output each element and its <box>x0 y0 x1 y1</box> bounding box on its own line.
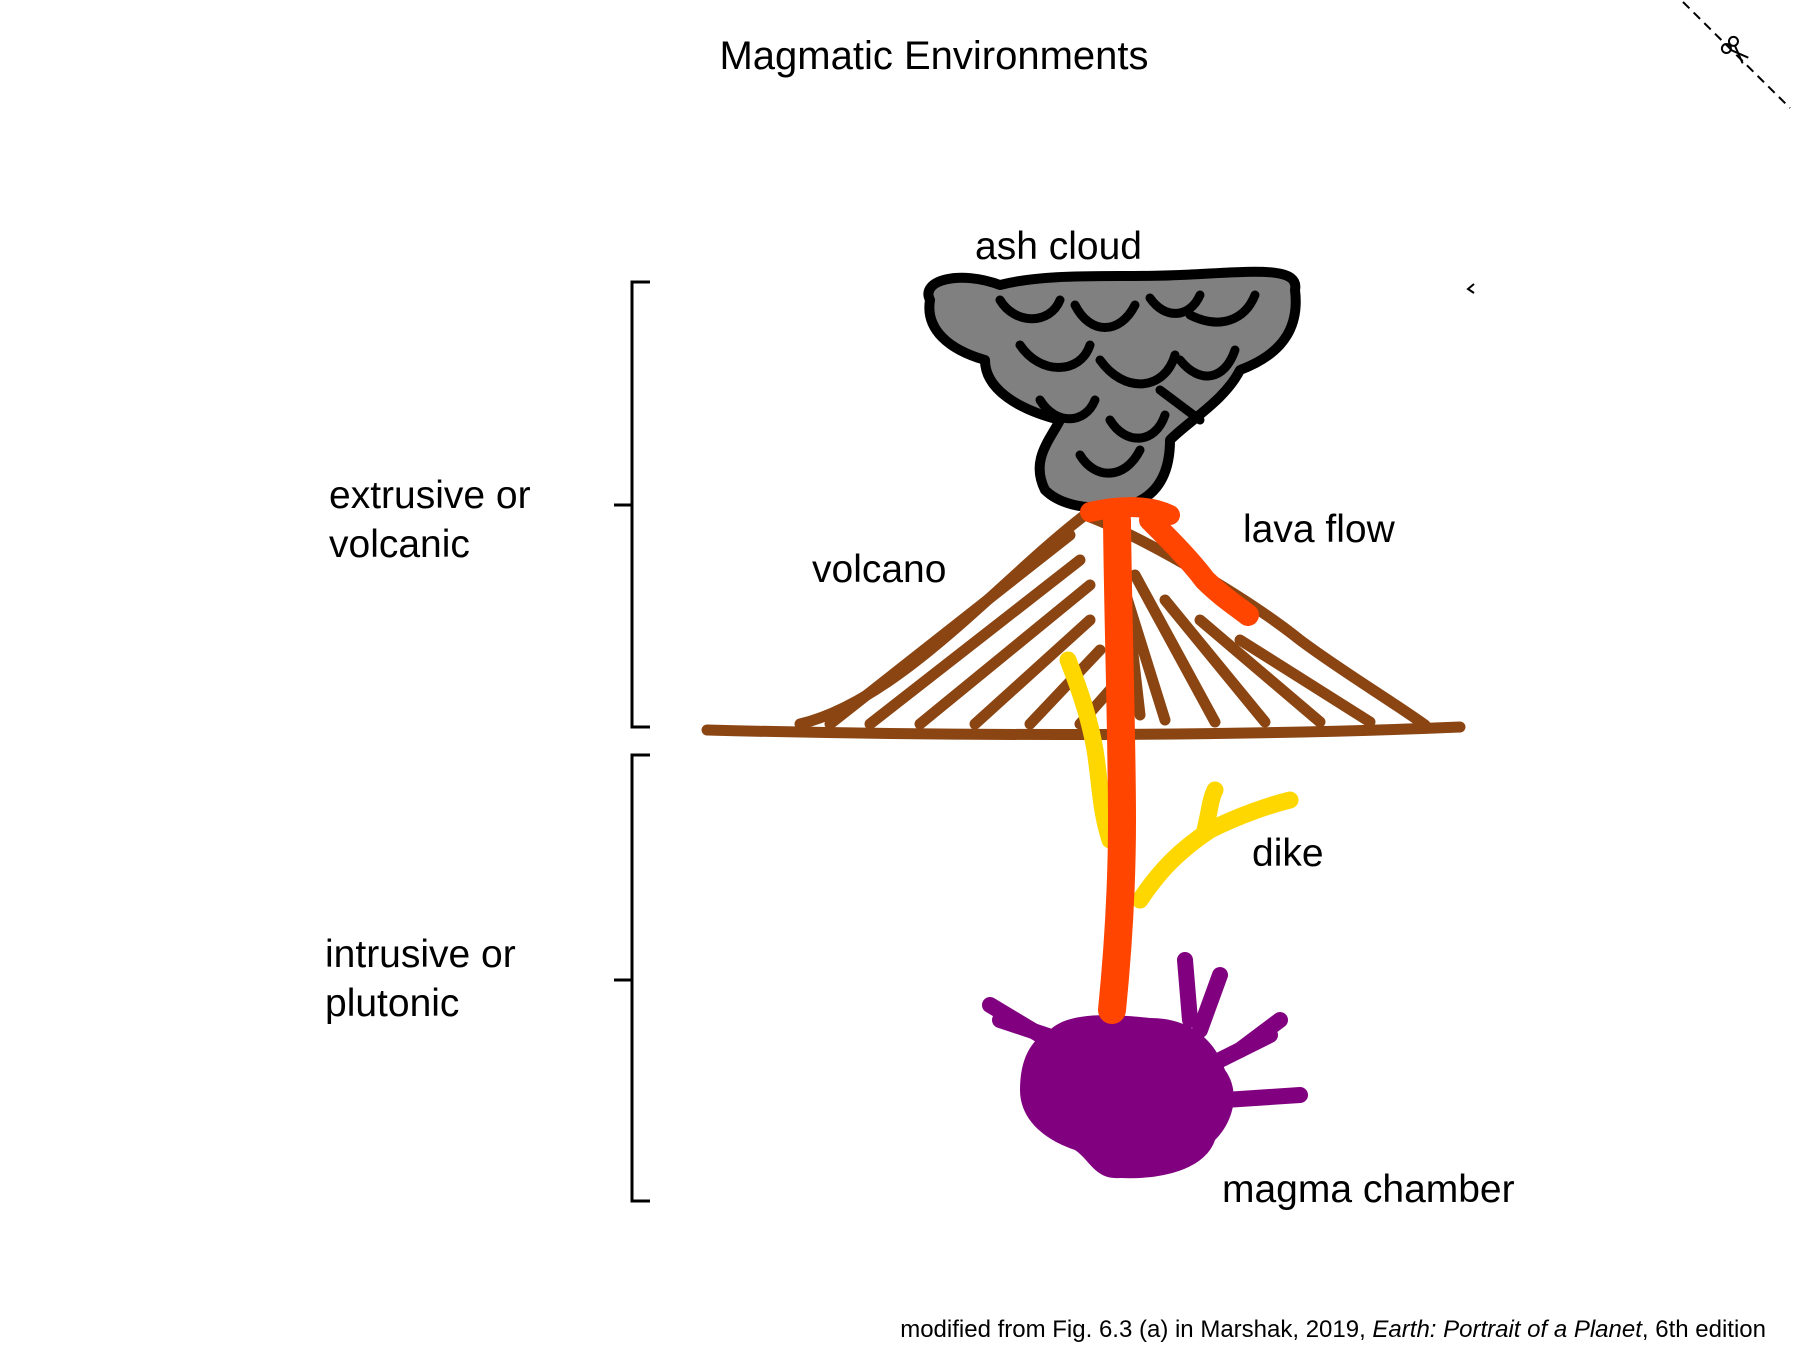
lava-flow <box>1139 509 1259 626</box>
caption-prefix: modified from Fig. 6.3 (a) in Marshak, 2… <box>900 1316 1373 1343</box>
label-intrusive: intrusive or plutonic <box>325 930 516 1028</box>
source-caption: modified from Fig. 6.3 (a) in Marshak, 2… <box>900 1315 1766 1345</box>
caption-book-title: Earth: Portrait of a Planet <box>1372 1316 1642 1343</box>
label-dike: dike <box>1252 832 1324 875</box>
volcano-cone <box>701 509 1466 740</box>
label-ash-cloud: ash cloud <box>975 225 1142 268</box>
dike <box>1059 651 1299 909</box>
stray-mark <box>1466 283 1475 294</box>
label-intrusive-line2: plutonic <box>325 982 460 1025</box>
label-lava-flow: lava flow <box>1243 508 1395 551</box>
ash-cloud <box>923 266 1301 513</box>
label-extrusive-line2: volcanic <box>329 523 470 566</box>
label-magma-chamber: magma chamber <box>1222 1168 1515 1211</box>
extrusive-bracket <box>614 280 650 729</box>
label-extrusive-line1: extrusive or <box>329 474 531 517</box>
intrusive-bracket <box>614 753 650 1203</box>
corner-cut-line <box>1682 1 1791 109</box>
magma-chamber <box>982 952 1308 1179</box>
label-intrusive-line1: intrusive or <box>325 933 516 976</box>
scissors-icon <box>1720 35 1749 64</box>
lava-conduit <box>1080 497 1180 1024</box>
label-extrusive: extrusive or volcanic <box>329 471 531 569</box>
caption-suffix: , 6th edition <box>1641 1316 1766 1343</box>
label-volcano: volcano <box>812 548 947 591</box>
diagram-title: Magmatic Environments <box>719 34 1149 78</box>
